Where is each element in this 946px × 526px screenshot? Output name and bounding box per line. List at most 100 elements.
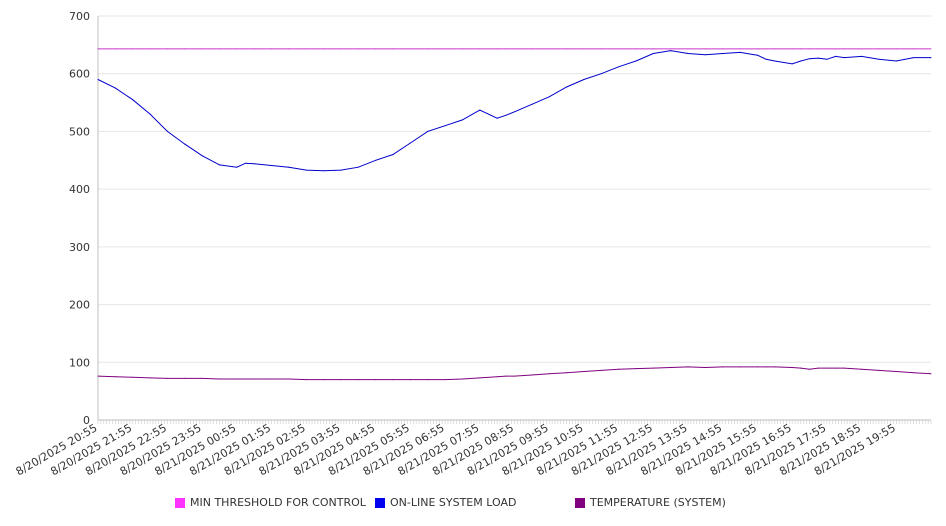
series-2-point-36 bbox=[687, 366, 689, 368]
series-2-point-43 bbox=[791, 366, 793, 369]
series-0-point-4 bbox=[166, 48, 168, 50]
y-tick-label-300: 300 bbox=[69, 241, 90, 254]
series-2-point-0 bbox=[97, 375, 99, 377]
series-1-point-27 bbox=[531, 103, 533, 105]
series-2-point-44 bbox=[800, 367, 802, 369]
series-1-point-53 bbox=[913, 57, 915, 59]
series-2-point-21 bbox=[444, 379, 446, 381]
series-1-point-14 bbox=[323, 170, 325, 172]
series-2-point-7 bbox=[218, 378, 221, 380]
series-1-point-48 bbox=[835, 55, 837, 58]
series-2-point-22 bbox=[461, 378, 463, 380]
series-0-point-14 bbox=[323, 48, 325, 50]
series-0-point-3 bbox=[149, 48, 151, 50]
series-1-point-19 bbox=[409, 142, 411, 144]
series-1-point-36 bbox=[687, 52, 689, 55]
series-0-point-10 bbox=[253, 48, 255, 50]
series-1-point-50 bbox=[861, 55, 863, 58]
series-2-point-24 bbox=[496, 376, 498, 378]
series-1-point-22 bbox=[461, 119, 463, 121]
series-0-point-28 bbox=[548, 48, 550, 50]
series-0-point-22 bbox=[461, 48, 463, 50]
series-0-point-16 bbox=[357, 48, 359, 50]
series-1-point-2 bbox=[132, 99, 134, 101]
series-line-1 bbox=[97, 50, 931, 172]
legend-item-temperature[interactable]: TEMPERATURE (SYSTEM) bbox=[575, 496, 726, 509]
series-0-point-44 bbox=[800, 48, 802, 50]
grid-layer bbox=[98, 15, 931, 363]
series-0-point-24 bbox=[496, 48, 498, 50]
series-2-point-1 bbox=[114, 376, 116, 378]
y-tick-label-700: 700 bbox=[69, 10, 90, 23]
series-0-point-42 bbox=[774, 48, 776, 50]
y-tick-labels: 0 100 200 300 400 500 600 700 bbox=[69, 10, 90, 427]
series-0-point-7 bbox=[218, 48, 221, 50]
series-0-point-21 bbox=[444, 48, 446, 50]
series-2-point-45 bbox=[808, 368, 811, 370]
series-1-point-12 bbox=[288, 166, 290, 168]
series-0-point-12 bbox=[288, 48, 290, 50]
series-2-point-40 bbox=[756, 366, 759, 368]
series-0-point-31 bbox=[600, 48, 602, 50]
series-1-point-52 bbox=[895, 60, 897, 62]
series-0-point-27 bbox=[531, 48, 533, 50]
y-tick-label-400: 400 bbox=[69, 183, 90, 196]
series-0-point-34 bbox=[652, 48, 654, 50]
series-2-point-37 bbox=[704, 366, 707, 369]
series-1-point-41 bbox=[765, 58, 767, 60]
series-2-point-33 bbox=[635, 368, 637, 370]
series-0-point-41 bbox=[765, 48, 767, 50]
series-0-point-48 bbox=[835, 48, 837, 50]
series-0-point-50 bbox=[861, 48, 863, 50]
legend-label-load: ON-LINE SYSTEM LOAD bbox=[390, 496, 517, 509]
series-0-point-40 bbox=[756, 48, 759, 50]
series-0-point-49 bbox=[843, 48, 845, 50]
series-2-point-46 bbox=[817, 367, 819, 369]
series-1-point-11 bbox=[270, 164, 273, 167]
series-0-point-8 bbox=[236, 48, 238, 50]
series-2-point-34 bbox=[652, 367, 654, 369]
series-1-point-42 bbox=[774, 60, 776, 62]
series-2-point-15 bbox=[340, 379, 342, 381]
series-1-point-38 bbox=[722, 52, 724, 55]
series-2-point-19 bbox=[409, 379, 411, 381]
series-0-point-37 bbox=[704, 48, 707, 50]
series-2-point-54 bbox=[930, 373, 932, 375]
series-1-point-0 bbox=[97, 78, 99, 81]
series-2-point-14 bbox=[323, 379, 325, 381]
series-1-point-13 bbox=[305, 169, 307, 171]
series-0-point-5 bbox=[184, 48, 186, 50]
series-2-point-39 bbox=[739, 366, 741, 368]
series-0-point-20 bbox=[427, 48, 429, 50]
legend-item-load[interactable]: ON-LINE SYSTEM LOAD bbox=[375, 496, 516, 509]
legend-item-threshold[interactable]: MIN THRESHOLD FOR CONTROL bbox=[175, 496, 366, 509]
series-2-point-17 bbox=[375, 379, 377, 381]
series-1-point-8 bbox=[236, 166, 238, 168]
series-2-point-13 bbox=[305, 379, 307, 381]
series-0-point-6 bbox=[201, 48, 203, 50]
series-0-point-45 bbox=[808, 48, 811, 50]
series-0-point-17 bbox=[375, 48, 377, 50]
series-2-point-29 bbox=[566, 372, 568, 374]
series-0-point-9 bbox=[244, 48, 247, 50]
series-0-point-54 bbox=[930, 48, 932, 50]
series-0-point-32 bbox=[618, 48, 620, 50]
series-2-point-52 bbox=[895, 370, 897, 373]
series-1-point-49 bbox=[843, 57, 845, 59]
series-0-point-52 bbox=[895, 48, 897, 50]
legend: MIN THRESHOLD FOR CONTROL ON-LINE SYSTEM… bbox=[0, 496, 946, 516]
series-1-point-31 bbox=[600, 73, 602, 75]
series-2-point-20 bbox=[427, 379, 429, 381]
series-0-point-53 bbox=[913, 48, 915, 50]
series-1-point-33 bbox=[635, 60, 637, 62]
series-0-point-38 bbox=[722, 48, 724, 50]
series-2-point-23 bbox=[479, 377, 481, 379]
y-tick-label-500: 500 bbox=[69, 125, 90, 138]
series-1-point-43 bbox=[791, 63, 793, 65]
series-0-point-39 bbox=[739, 48, 741, 50]
series-2-point-10 bbox=[253, 378, 255, 380]
axis-layer bbox=[97, 16, 932, 424]
series-2-point-6 bbox=[201, 377, 203, 379]
series-0-point-2 bbox=[132, 48, 134, 50]
series-1-point-16 bbox=[357, 166, 359, 168]
